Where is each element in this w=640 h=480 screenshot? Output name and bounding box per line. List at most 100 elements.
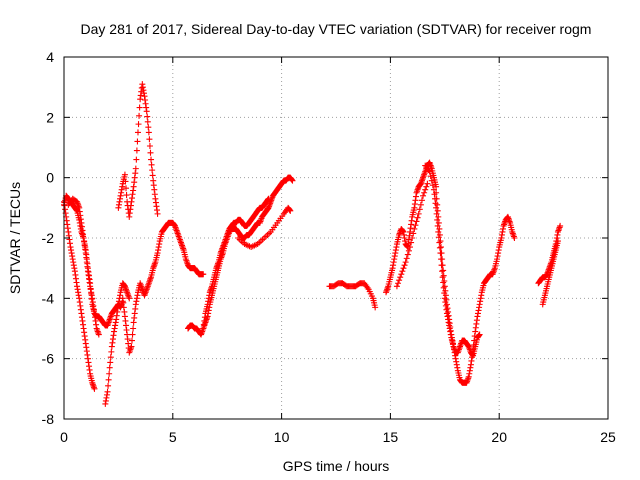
data-point (434, 201, 441, 208)
y-tick-label: 0 (46, 170, 54, 186)
data-point (106, 364, 113, 371)
data-point (433, 204, 440, 211)
data-point (422, 186, 429, 193)
y-tick-label: -8 (42, 411, 55, 427)
data-point (136, 112, 143, 119)
data-point (121, 171, 128, 178)
data-point (437, 238, 444, 245)
data-point (129, 331, 136, 338)
data-point (130, 325, 137, 332)
x-tick-label: 0 (60, 429, 68, 445)
data-point (134, 129, 141, 136)
data-point (133, 147, 140, 154)
data-point (412, 222, 419, 229)
data-point (132, 165, 139, 172)
data-point (408, 239, 415, 246)
data-point (416, 206, 423, 213)
data-point (147, 149, 154, 156)
x-tick-label: 15 (383, 429, 399, 445)
axis-ticks: 0 5 10 15 20 25 -8 -6 -4 -2 0 2 4 (42, 49, 616, 445)
y-tick-label: 4 (46, 49, 54, 65)
data-point (107, 354, 114, 361)
data-point (406, 244, 413, 251)
data-point (405, 247, 412, 254)
data-point (435, 213, 442, 220)
data-point (557, 222, 564, 229)
x-tick-label: 10 (274, 429, 290, 445)
data-point (143, 108, 150, 115)
data-point (129, 337, 135, 344)
data-point (441, 277, 448, 284)
data-point (437, 244, 444, 251)
data-point (428, 177, 435, 184)
data-points (61, 81, 564, 407)
data-point (415, 210, 422, 217)
data-point (433, 210, 440, 217)
x-tick-label: 5 (169, 429, 177, 445)
data-point (105, 382, 112, 389)
data-point (436, 225, 443, 232)
x-tick-label: 25 (600, 429, 616, 445)
data-point (123, 185, 130, 192)
data-point (149, 167, 156, 174)
data-point (439, 256, 446, 263)
data-point (423, 183, 430, 190)
data-point (418, 197, 425, 204)
data-point (436, 231, 443, 238)
data-point (91, 385, 98, 392)
data-point (123, 192, 130, 199)
data-point (434, 207, 441, 214)
data-point (126, 295, 133, 302)
data-point (414, 214, 421, 221)
data-point (404, 251, 411, 258)
data-point (128, 343, 135, 350)
data-point (440, 267, 447, 274)
data-point (397, 274, 404, 281)
data-point (435, 219, 442, 226)
data-point (413, 218, 420, 225)
data-point (287, 207, 294, 214)
data-point (145, 124, 152, 131)
data-point (433, 189, 440, 196)
data-point (148, 161, 155, 168)
data-point (398, 271, 405, 278)
data-point (429, 182, 436, 189)
data-point (511, 235, 518, 241)
data-point (426, 168, 433, 175)
data-point (145, 129, 152, 136)
data-point (440, 272, 447, 279)
data-point (403, 255, 410, 262)
data-point (409, 235, 416, 241)
data-point (395, 280, 402, 287)
y-tick-label: 2 (46, 109, 54, 125)
data-point (438, 250, 445, 257)
data-point (396, 277, 403, 284)
data-point (149, 172, 156, 179)
data-point (108, 348, 115, 355)
y-tick-label: -4 (42, 290, 55, 306)
data-point (399, 268, 406, 275)
data-point (104, 388, 111, 395)
data-point (411, 225, 418, 232)
data-point (393, 283, 400, 290)
data-point (144, 118, 151, 125)
data-point (435, 228, 442, 235)
data-point (154, 210, 161, 217)
data-point (421, 189, 428, 196)
data-point (427, 173, 434, 180)
chart-title: Day 281 of 2017, Sidereal Day-to-day VTE… (81, 21, 592, 37)
x-axis-label: GPS time / hours (283, 458, 390, 474)
data-point (476, 331, 483, 338)
data-point (146, 142, 153, 149)
data-point (439, 268, 446, 275)
x-tick-label: 20 (491, 429, 507, 445)
data-point (135, 121, 142, 128)
data-point (265, 195, 272, 202)
data-point (200, 271, 207, 278)
data-point (372, 304, 379, 311)
data-point (133, 156, 140, 163)
data-point (122, 178, 129, 185)
data-point (420, 192, 427, 199)
data-point (401, 262, 408, 269)
